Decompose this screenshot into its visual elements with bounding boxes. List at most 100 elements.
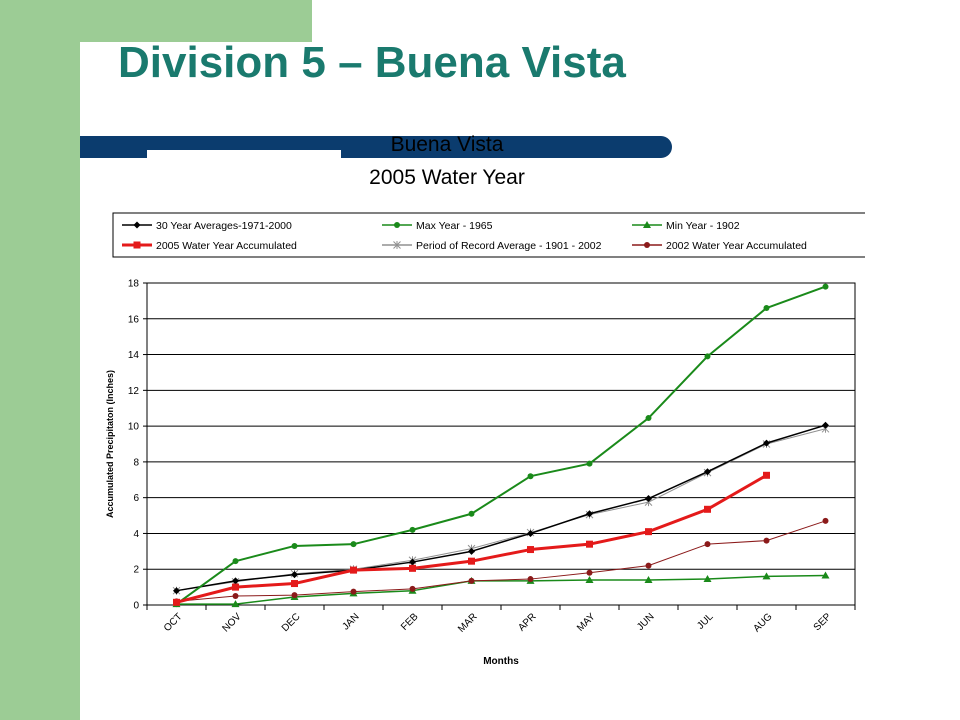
legend-item: Max Year - 1965 xyxy=(382,220,493,232)
x-axis-label: Months xyxy=(483,656,519,667)
data-point xyxy=(393,241,401,249)
data-point xyxy=(409,558,416,566)
slide-title: Division 5 – Buena Vista xyxy=(118,38,626,87)
legend-item: 30 Year Averages-1971-2000 xyxy=(122,220,292,232)
data-point xyxy=(350,541,357,548)
data-point xyxy=(468,577,475,584)
data-point xyxy=(409,564,416,572)
data-point xyxy=(232,558,239,565)
data-point xyxy=(409,526,416,533)
y-tick-label: 8 xyxy=(133,457,139,468)
x-tick-label: MAY xyxy=(575,611,598,634)
data-point xyxy=(763,439,770,447)
y-tick-label: 0 xyxy=(133,601,139,612)
data-point xyxy=(394,222,400,228)
data-point xyxy=(291,571,298,579)
data-point xyxy=(704,505,711,513)
data-point xyxy=(232,583,239,591)
y-tick-label: 12 xyxy=(128,386,140,397)
chart-title: Buena Vista xyxy=(391,133,504,156)
data-point xyxy=(703,575,712,583)
data-point xyxy=(586,569,593,576)
data-point xyxy=(645,528,652,536)
data-point xyxy=(822,421,829,429)
data-point xyxy=(133,221,141,229)
data-point xyxy=(586,540,593,548)
slide-top-band xyxy=(80,0,312,42)
data-point xyxy=(704,541,711,548)
data-point xyxy=(645,415,652,422)
data-point xyxy=(822,283,829,290)
x-tick-label: AUG xyxy=(752,611,775,634)
legend-item: 2005 Water Year Accumulated xyxy=(122,240,297,252)
data-point xyxy=(291,592,298,599)
legend-label: Period of Record Average - 1901 - 2002 xyxy=(416,240,602,252)
gridlines xyxy=(147,282,855,570)
data-point xyxy=(645,495,652,503)
data-point xyxy=(409,585,416,592)
y-tick-label: 2 xyxy=(133,565,139,576)
y-tick-label: 6 xyxy=(133,493,139,504)
data-point xyxy=(643,221,651,228)
series-line xyxy=(176,424,826,592)
y-axis: 0 2 4 6 8 10 12 14 16 18 xyxy=(128,279,147,612)
data-point xyxy=(763,471,770,479)
legend: 30 Year Averages-1971-2000 Max Year - 196… xyxy=(112,212,865,258)
data-point xyxy=(468,547,475,555)
legend-label: Max Year - 1965 xyxy=(416,220,493,232)
data-point xyxy=(133,241,141,249)
slide-left-band xyxy=(0,0,80,720)
data-point xyxy=(468,510,475,517)
y-tick-label: 14 xyxy=(128,350,140,361)
legend-item: 2002 Water Year Accumulated xyxy=(632,240,807,252)
data-point xyxy=(468,557,475,565)
legend-item: Min Year - 1902 xyxy=(632,220,740,232)
x-tick-label: JUN xyxy=(635,611,657,633)
data-point xyxy=(350,588,357,595)
data-point xyxy=(231,600,240,608)
data-point xyxy=(232,577,239,585)
legend-item: Period of Record Average - 1901 - 2002 xyxy=(382,240,602,252)
data-point xyxy=(527,546,534,554)
data-point xyxy=(527,529,534,537)
y-tick-label: 16 xyxy=(128,314,140,325)
chart-subtitle: 2005 Water Year xyxy=(369,166,525,189)
x-tick-label: APR xyxy=(516,611,538,633)
data-point xyxy=(350,566,357,574)
x-tick-label: SEP xyxy=(812,611,834,633)
data-point xyxy=(291,542,298,549)
data-point xyxy=(704,468,711,476)
data-point xyxy=(763,537,770,544)
x-tick-label: DEC xyxy=(280,611,303,634)
series-group xyxy=(172,283,830,608)
series-line xyxy=(176,520,826,602)
data-point xyxy=(232,593,239,600)
data-point xyxy=(586,460,593,467)
data-point xyxy=(644,242,650,248)
legend-label: Min Year - 1902 xyxy=(666,220,740,232)
x-tick-label: NOV xyxy=(221,611,244,634)
series-line xyxy=(176,574,826,605)
y-tick-label: 18 xyxy=(128,279,140,290)
data-point xyxy=(586,510,593,518)
x-tick-label: JUL xyxy=(695,611,716,632)
y-axis-label: Accumulated Precipitaton (Inches) xyxy=(105,370,115,518)
series-3 xyxy=(173,471,770,606)
legend-label: 2002 Water Year Accumulated xyxy=(666,240,807,252)
data-point xyxy=(173,598,180,606)
data-point xyxy=(585,575,594,583)
data-point xyxy=(762,572,771,580)
data-point xyxy=(822,517,829,524)
data-point xyxy=(704,353,711,360)
series-0 xyxy=(173,421,829,595)
legend-label: 2005 Water Year Accumulated xyxy=(156,240,297,252)
legend-box xyxy=(112,212,865,258)
data-point xyxy=(291,580,298,588)
data-point xyxy=(173,587,180,595)
data-point xyxy=(645,562,652,569)
x-tick-label: JAN xyxy=(340,611,361,632)
chart: Buena Vista 2005 Water Year 30 Year Aver… xyxy=(105,133,865,667)
x-axis: OCT NOV DEC JAN FEB MAR APR MAY JUN JUL AUG SEP xyxy=(146,605,856,635)
chart-title-background xyxy=(147,150,341,190)
x-tick-label: FEB xyxy=(399,611,421,633)
